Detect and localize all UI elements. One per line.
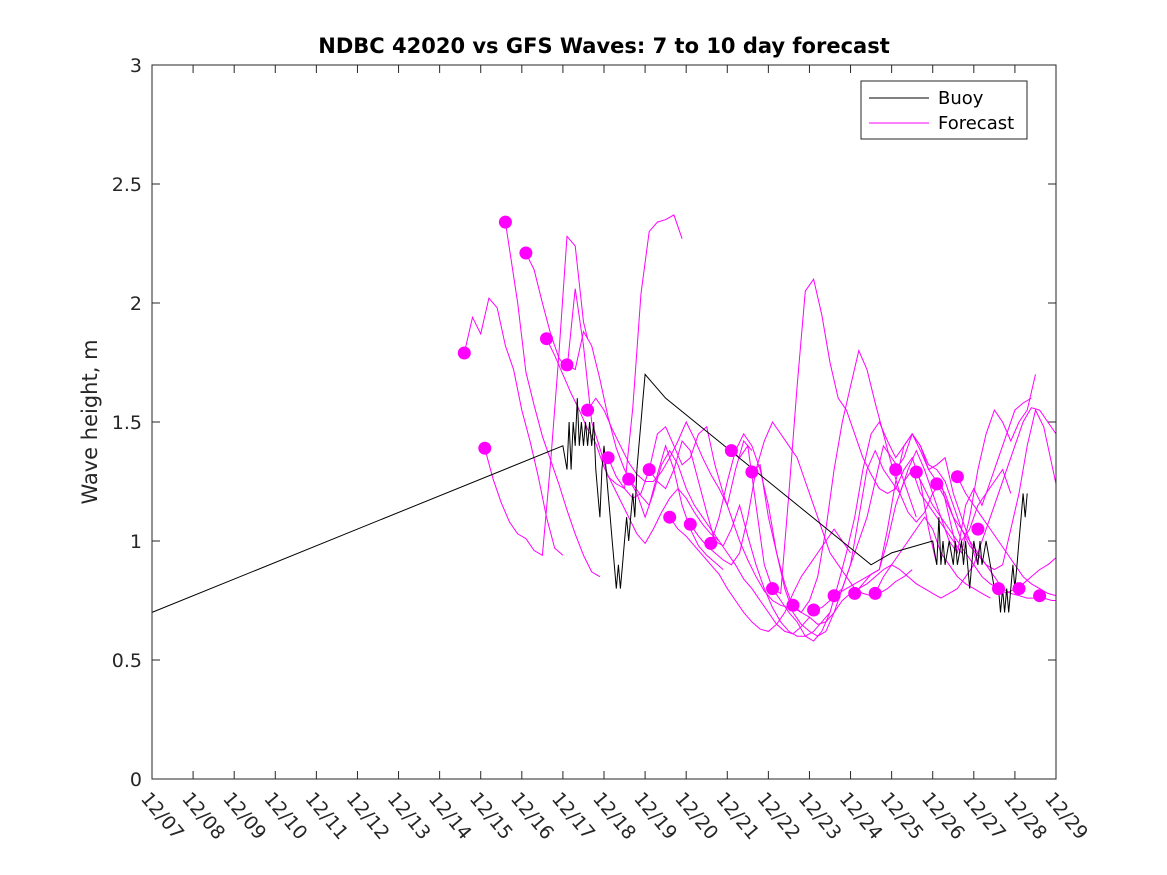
y-axis-label: Wave height, m	[78, 339, 102, 504]
forecast-line	[628, 449, 810, 635]
forecast-line	[751, 349, 958, 614]
forecast-line	[731, 277, 938, 595]
forecast-marker	[745, 465, 759, 479]
forecast-line	[874, 407, 1057, 599]
forecast-line	[607, 425, 790, 609]
forecast-marker	[766, 582, 779, 596]
forecast-line	[772, 420, 979, 642]
plot-frame	[151, 64, 1057, 780]
plot-area	[152, 65, 1056, 779]
forecast-marker	[1033, 589, 1047, 603]
forecast-marker	[848, 586, 862, 600]
series-layer	[151, 214, 1057, 642]
forecast-marker	[601, 451, 615, 465]
legend-forecast-label: Forecast	[938, 113, 1014, 134]
forecast-marker	[683, 517, 697, 531]
forecast-marker	[827, 589, 841, 603]
y-tick-label: 0.5	[112, 650, 142, 672]
legend-box	[860, 80, 1028, 140]
forecast-marker	[868, 586, 882, 600]
forecast-marker	[642, 463, 656, 477]
forecast-line	[484, 235, 589, 557]
forecast-marker	[807, 603, 821, 617]
forecast-marker	[950, 470, 964, 484]
forecast-line	[854, 374, 1036, 594]
y-tick-label: 2	[130, 293, 142, 315]
y-tick-label: 0	[130, 769, 142, 791]
forecast-marker	[1012, 582, 1026, 596]
forecast-line	[504, 222, 601, 578]
chart-title: NDBC 42020 vs GFS Waves: 7 to 10 day for…	[318, 34, 889, 58]
forecast-marker	[498, 215, 512, 229]
forecast-marker	[704, 536, 718, 550]
forecast-marker	[971, 522, 985, 536]
forecast-line	[587, 397, 753, 507]
forecast-line	[895, 408, 1057, 571]
buoy-line	[151, 373, 1028, 613]
forecast-marker	[622, 472, 636, 486]
buoy-series	[151, 373, 1028, 613]
forecast-line	[915, 471, 1057, 594]
forecast-line	[463, 297, 564, 556]
forecast-marker	[478, 441, 492, 455]
forecast-line	[956, 476, 1057, 597]
forecast-marker	[663, 510, 677, 524]
forecast-marker	[786, 598, 800, 612]
y-tick-label: 2.5	[112, 174, 142, 196]
forecast-line	[833, 397, 1032, 597]
forecast-marker	[457, 346, 471, 360]
forecast-marker	[909, 465, 923, 479]
y-tick-label: 1.5	[112, 412, 142, 434]
forecast-line	[546, 338, 720, 545]
forecast-marker	[889, 463, 903, 477]
forecast-line	[566, 330, 724, 570]
forecast-line	[710, 432, 917, 637]
forecast-marker	[930, 477, 944, 491]
y-tick-label: 1	[130, 531, 142, 553]
forecast-marker	[724, 444, 738, 458]
y-tick-label: 3	[130, 55, 142, 77]
forecast-marker	[540, 332, 553, 346]
forecast-markers	[457, 215, 1047, 617]
legend-buoy-label: Buoy	[938, 88, 984, 109]
y-axis: 0 0.5 1 1.5 2 2.5 3	[112, 55, 1056, 791]
forecast-marker	[992, 582, 1005, 596]
forecast-line	[648, 439, 831, 637]
legend: Buoy Forecast	[860, 80, 1028, 140]
forecast-marker	[581, 403, 595, 417]
forecast-marker	[560, 358, 574, 372]
forecast-marker	[519, 246, 533, 260]
forecast-line	[669, 516, 851, 632]
